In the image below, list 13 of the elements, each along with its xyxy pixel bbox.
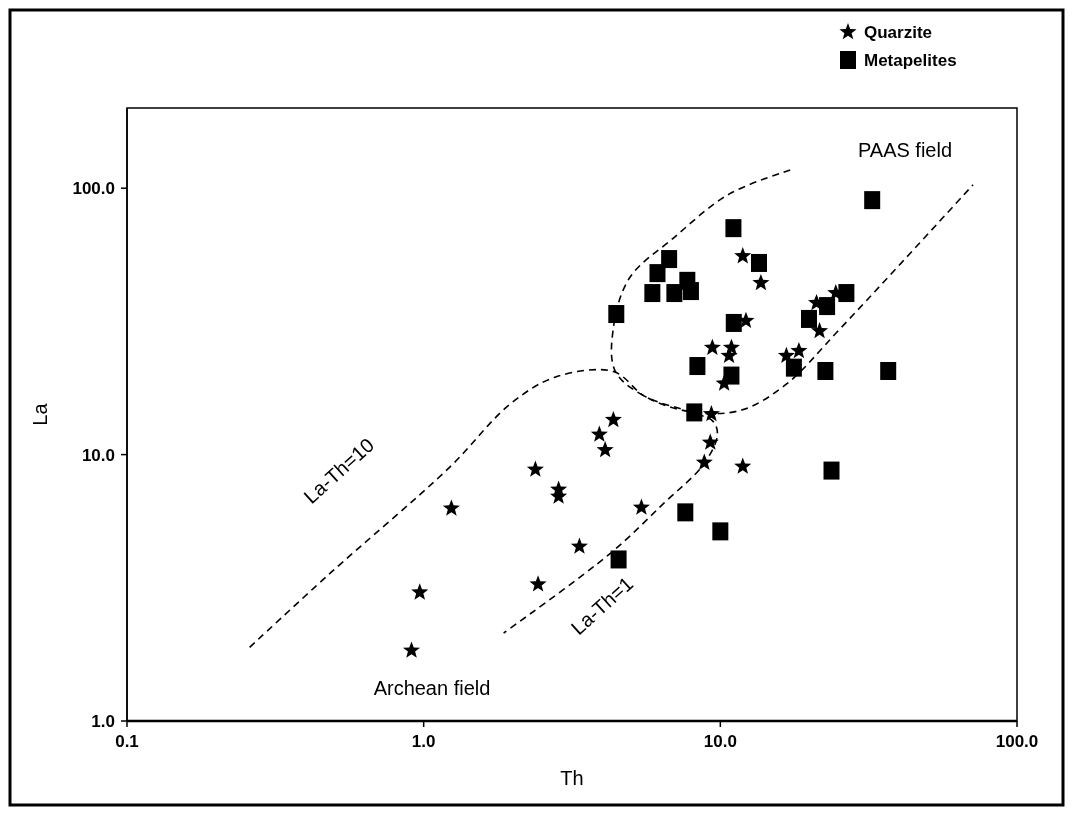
y-tick-label: 1.0 xyxy=(91,712,115,731)
x-tick-label: 10.0 xyxy=(703,732,737,751)
x-axis-title: Th xyxy=(560,767,584,789)
y-axis-title: La xyxy=(29,402,51,426)
x-tick-label: 0.1 xyxy=(115,732,139,751)
x-tick-label: 100.0 xyxy=(995,732,1039,751)
annotation: PAAS field xyxy=(857,139,953,162)
legend-label: Quarzite xyxy=(864,23,933,42)
annotation: Archean field xyxy=(373,677,491,700)
y-tick-label: 10.0 xyxy=(81,445,115,465)
y-tick-label: 100.0 xyxy=(72,179,115,199)
legend-label: Metapelites xyxy=(864,51,957,70)
x-tick-label: 1.0 xyxy=(411,732,436,751)
